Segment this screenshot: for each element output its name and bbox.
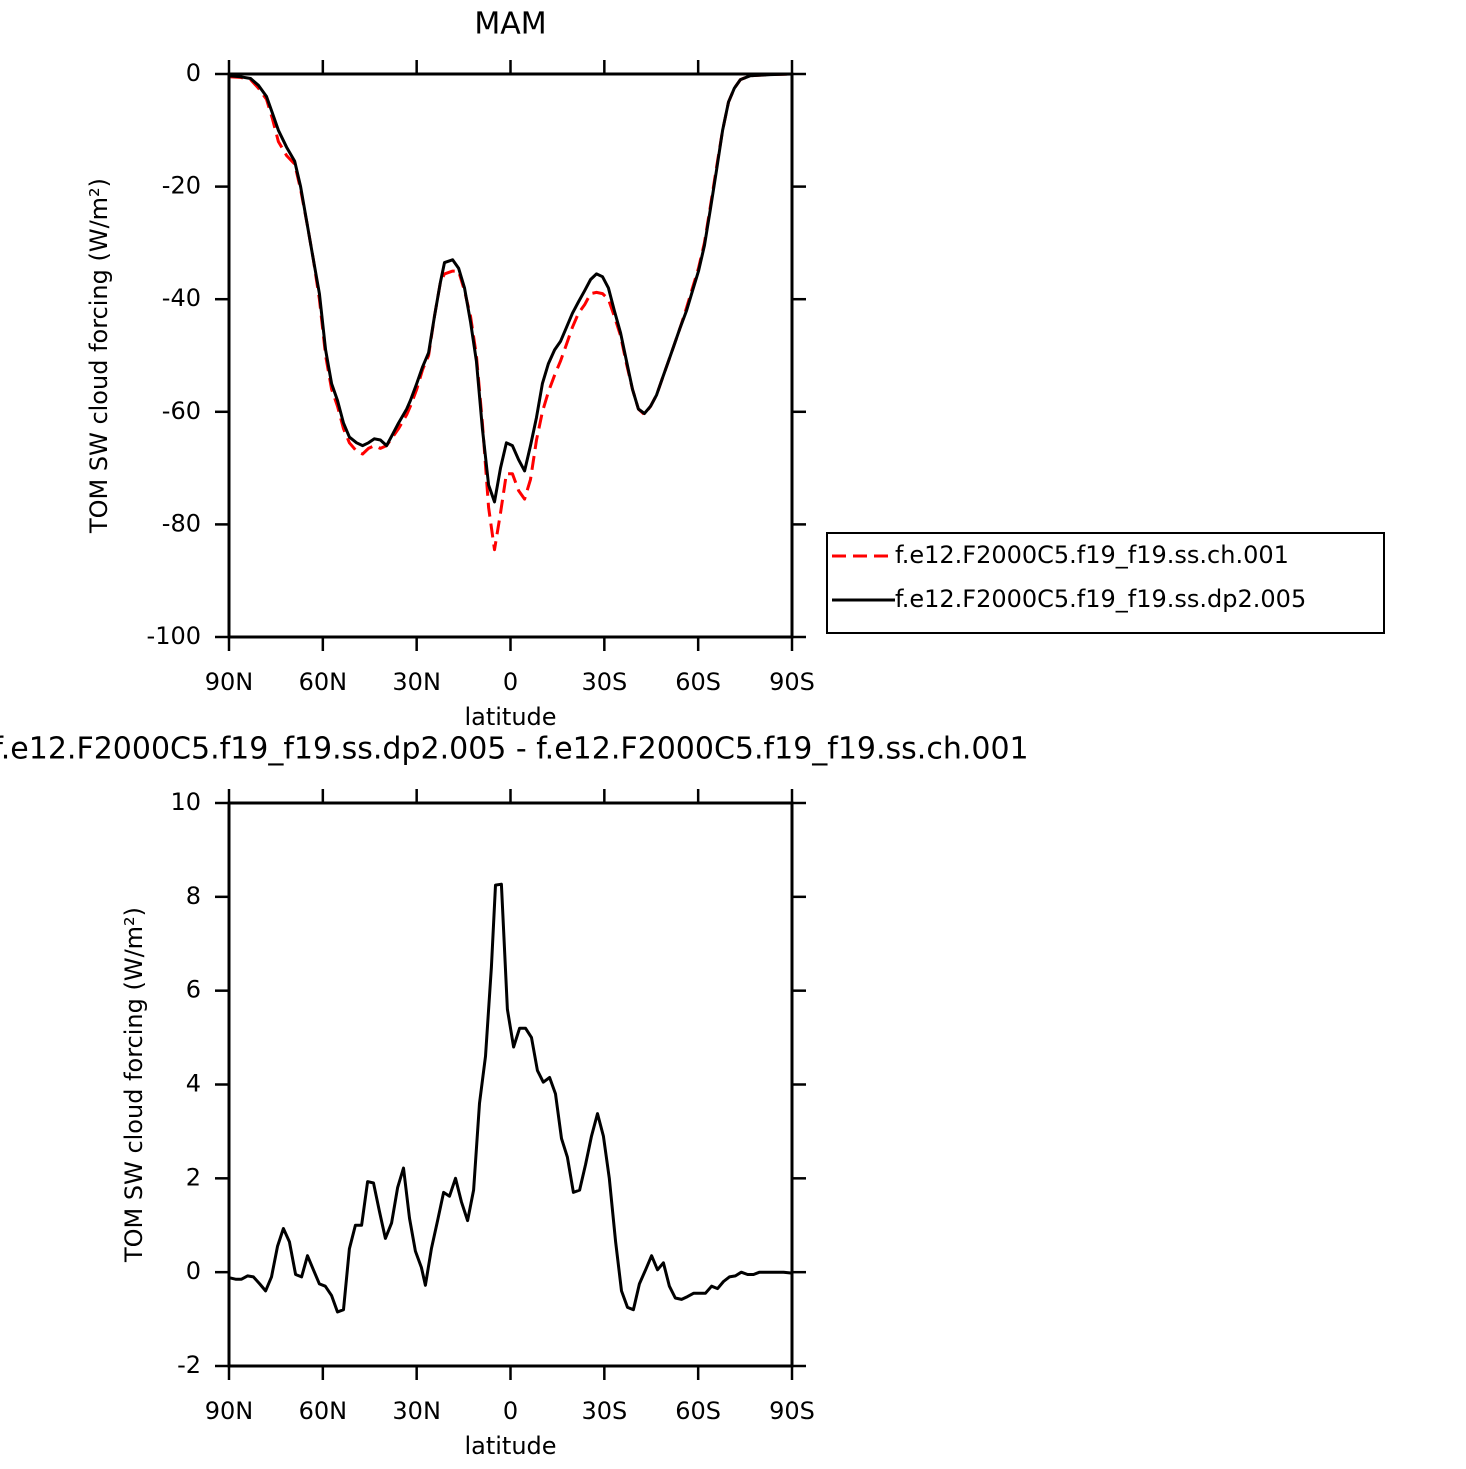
x-tick-label: 0 <box>503 1397 518 1425</box>
legend-label: f.e12.F2000C5.f19_f19.ss.ch.001 <box>895 541 1289 569</box>
data-line <box>228 72 793 504</box>
y-axis-label: TOM SW cloud forcing (W/m²) <box>120 907 148 1263</box>
y-tick-label: -40 <box>162 284 201 312</box>
x-tick-label: 90N <box>205 1397 254 1425</box>
x-tick-label: 90S <box>769 1397 815 1425</box>
chart-title: f.e12.F2000C5.f19_f19.ss.dp2.005 - f.e12… <box>0 732 1029 767</box>
chart-title: MAM <box>474 7 546 42</box>
plot-frame <box>227 801 794 1368</box>
y-tick-label: 2 <box>186 1163 201 1191</box>
legend-box <box>826 532 1385 634</box>
x-tick-label: 30S <box>581 668 627 696</box>
y-tick-label: -20 <box>162 172 201 200</box>
y-tick-label: 10 <box>170 788 201 816</box>
x-tick-label: 90S <box>769 668 815 696</box>
x-tick-label: 30N <box>392 668 441 696</box>
x-axis-label: latitude <box>464 1432 556 1460</box>
x-tick-label: 60N <box>299 1397 348 1425</box>
data-line <box>229 882 793 1314</box>
y-tick-label: -100 <box>147 622 201 650</box>
x-tick-label: 30N <box>392 1397 441 1425</box>
y-tick-label: 6 <box>186 976 201 1004</box>
y-tick-label: 0 <box>186 1257 201 1285</box>
y-tick-label: -80 <box>162 509 201 537</box>
y-tick-label: -60 <box>162 397 201 425</box>
plot-frame <box>227 72 794 639</box>
x-tick-label: 0 <box>503 668 518 696</box>
y-tick-label: -2 <box>177 1351 201 1379</box>
y-tick-label: 8 <box>186 882 201 910</box>
x-axis-label: latitude <box>464 703 556 731</box>
x-tick-label: 60S <box>675 668 721 696</box>
y-tick-label: 0 <box>186 59 201 87</box>
legend-label: f.e12.F2000C5.f19_f19.ss.dp2.005 <box>895 585 1306 613</box>
x-tick-label: 90N <box>205 668 254 696</box>
x-tick-label: 60N <box>299 668 348 696</box>
y-tick-label: 4 <box>186 1070 201 1098</box>
x-tick-label: 30S <box>581 1397 627 1425</box>
x-tick-label: 60S <box>675 1397 721 1425</box>
y-axis-label: TOM SW cloud forcing (W/m²) <box>85 178 113 534</box>
data-line <box>228 72 793 552</box>
